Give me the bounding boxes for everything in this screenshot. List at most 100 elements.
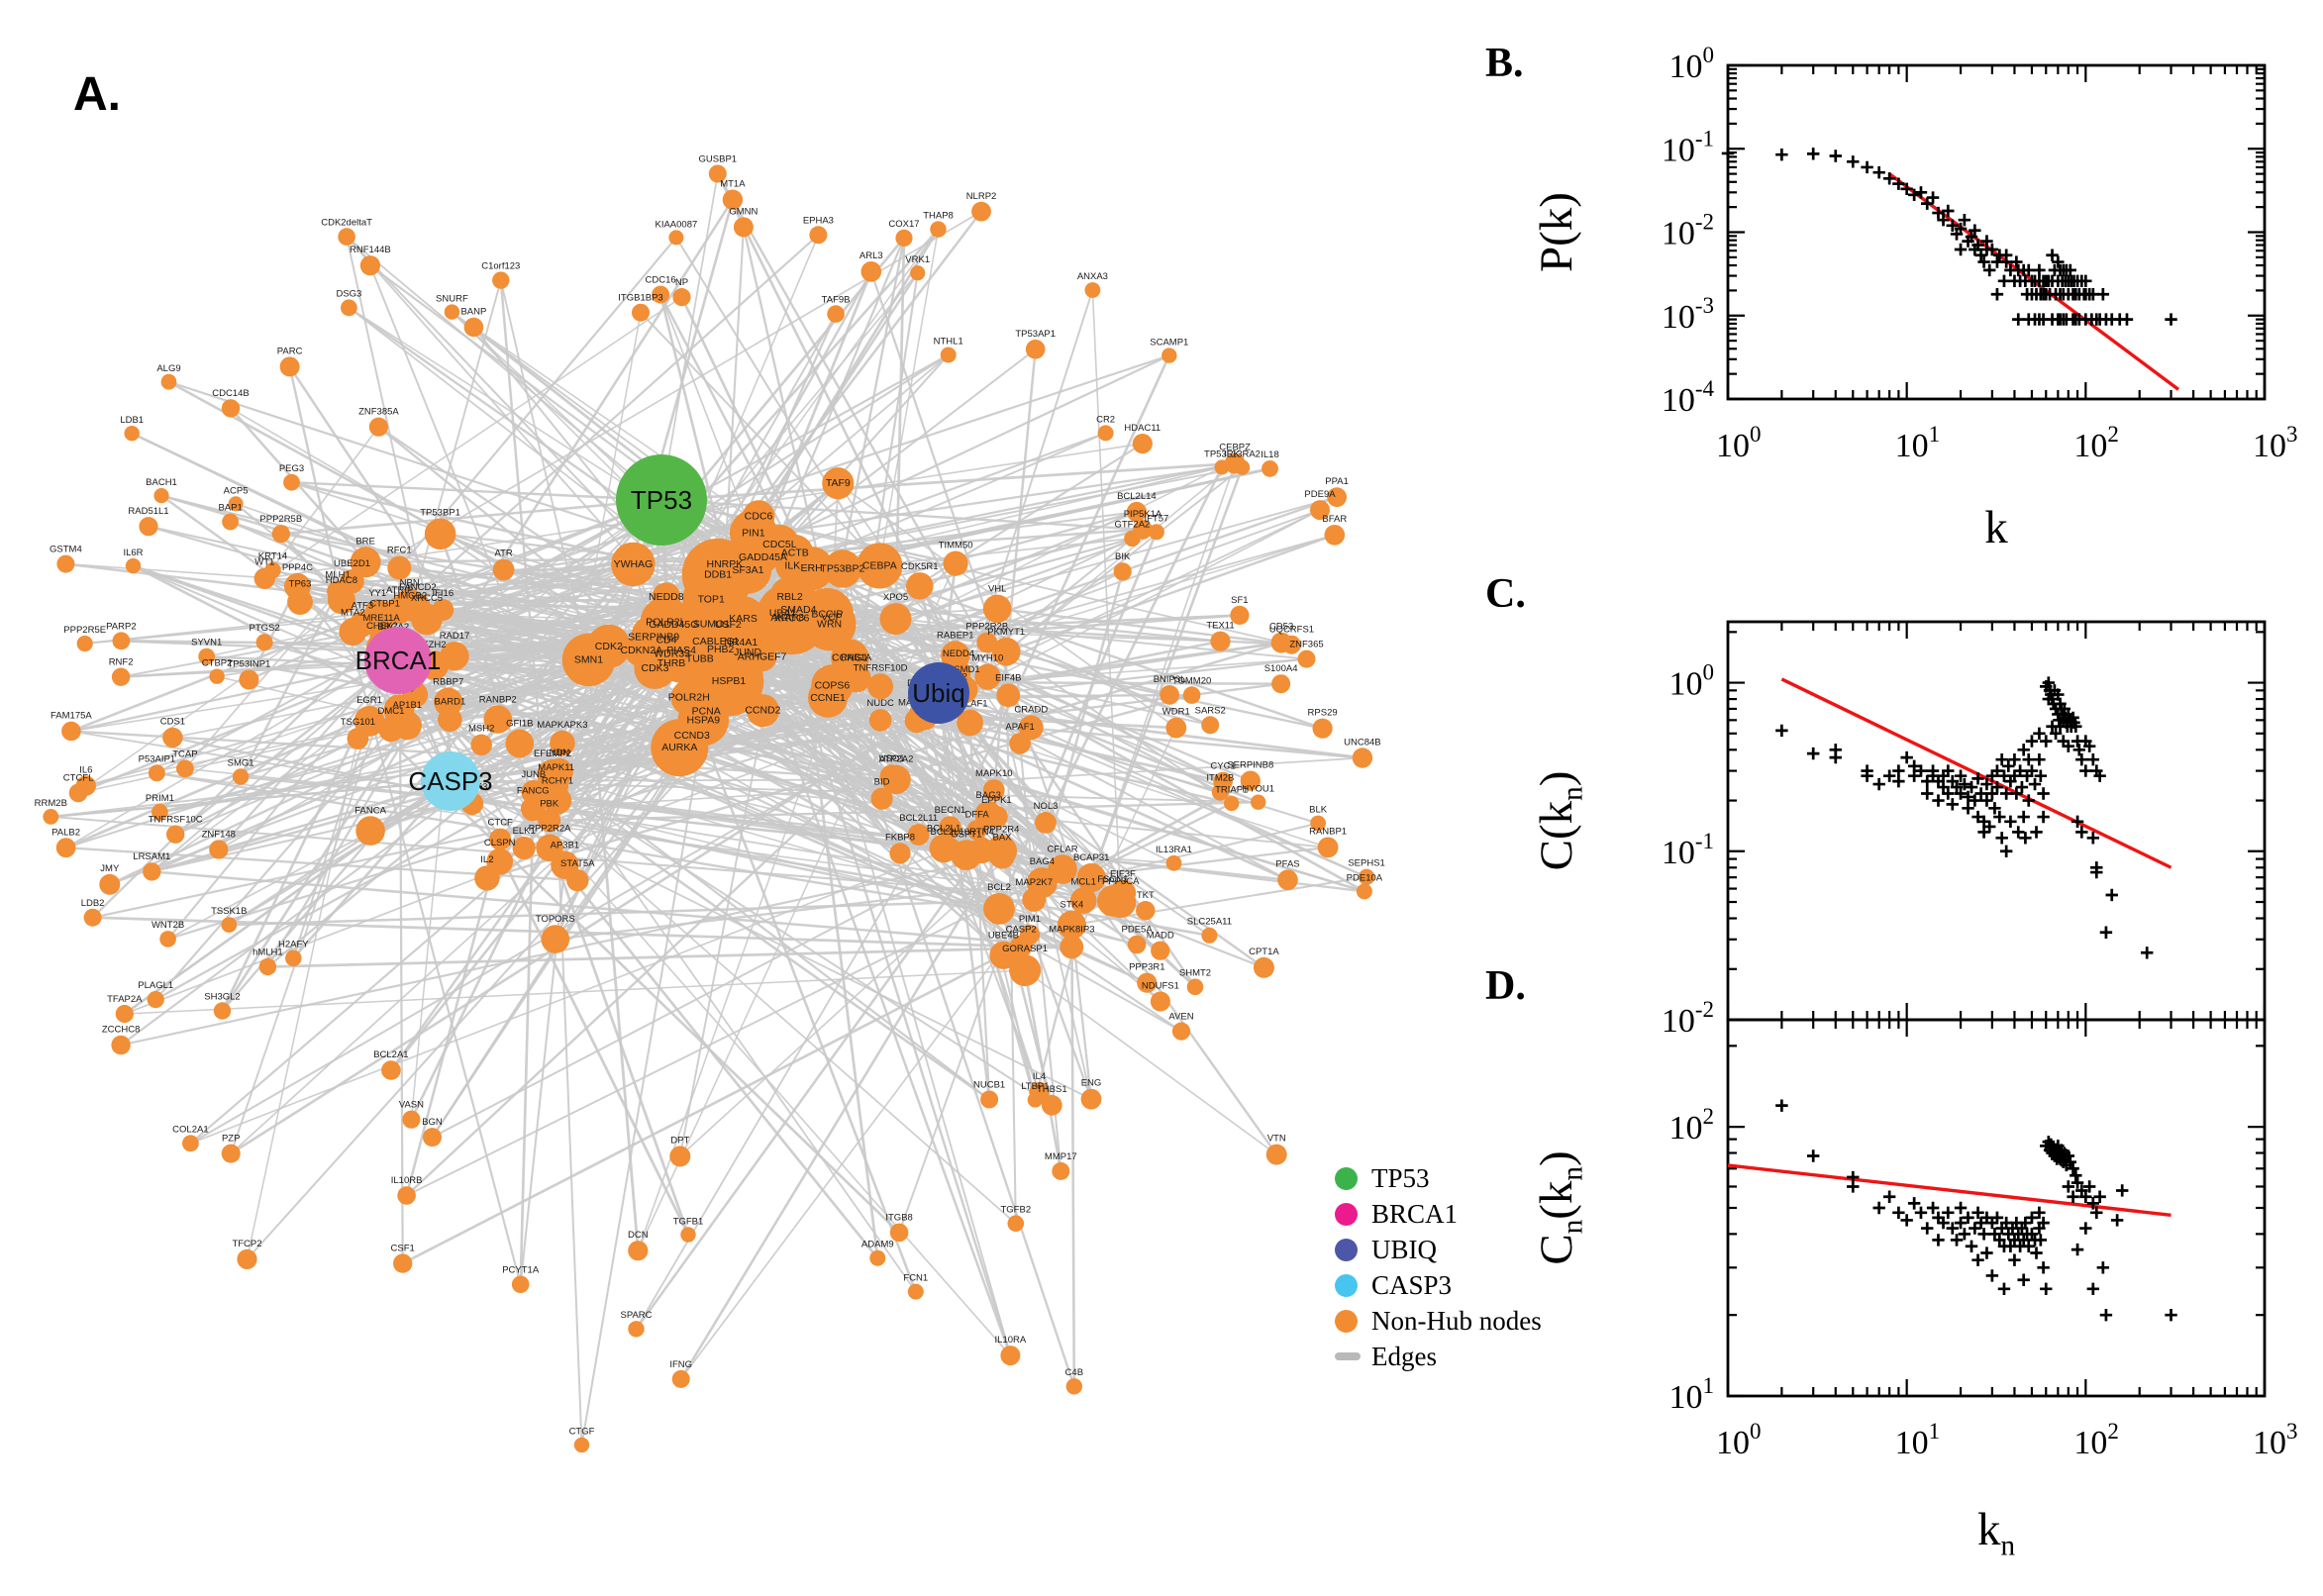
- data-point: [1892, 1206, 1905, 1220]
- network-nodes: [43, 164, 1375, 1453]
- gene-node: [713, 609, 744, 641]
- data-point: [1969, 794, 1981, 807]
- gene-node: [258, 957, 277, 976]
- gene-node-label: SH3GL2: [204, 991, 240, 1002]
- gene-node: [162, 727, 183, 748]
- data-point: [1954, 769, 1968, 782]
- gene-node-label: CTGF: [569, 1427, 595, 1438]
- gene-node-label: CEBPZ: [1219, 443, 1251, 453]
- gene-node: [1069, 887, 1097, 914]
- gene-node-label: PARC: [277, 346, 303, 356]
- network-edge: [549, 819, 1210, 938]
- gene-node: [1065, 1378, 1083, 1395]
- network-edge: [1024, 969, 1277, 1155]
- gene-node: [1310, 815, 1326, 832]
- gene-node-label: DFFA: [964, 809, 989, 820]
- data-point: [1993, 810, 2006, 824]
- network-edge: [246, 613, 829, 1260]
- gene-node-label: MYH10: [972, 653, 1004, 664]
- scatter-points: [1775, 676, 2154, 959]
- data-point: [2096, 1261, 2110, 1274]
- gene-node: [55, 838, 76, 858]
- gene-node-label: CFLAR: [1048, 844, 1078, 854]
- data-point: [1775, 1099, 1788, 1112]
- gene-node-label: PEG3: [279, 463, 304, 474]
- gene-node-label: IL18: [1261, 449, 1279, 460]
- gene-node: [907, 1283, 924, 1300]
- data-point: [2052, 255, 2065, 268]
- gene-node-label: BRE: [355, 536, 375, 547]
- gene-node: [111, 667, 131, 686]
- gene-node-label: CDC5L: [762, 539, 797, 550]
- gene-node: [974, 801, 1002, 829]
- gene-node-label: HNRPK: [707, 558, 744, 570]
- gene-node-label: CDK2: [595, 641, 623, 652]
- data-point: [1962, 1211, 1974, 1225]
- gene-node-label: MTA2: [341, 607, 365, 618]
- data-point: [2037, 1261, 2050, 1274]
- data-point: [2037, 810, 2050, 824]
- hub-node-ubiq: [908, 662, 969, 724]
- gene-node: [237, 1248, 257, 1269]
- data-point: [1962, 802, 1974, 815]
- data-point: [1942, 204, 1955, 218]
- gene-node-label: BACH1: [146, 477, 177, 488]
- gene-node: [505, 729, 535, 758]
- data-point: [1958, 777, 1971, 791]
- network-edge: [1089, 466, 1244, 878]
- data-point: [2067, 1190, 2079, 1203]
- gene-node-label: FANCA: [354, 805, 386, 816]
- gene-node-label: PPA1: [1325, 476, 1349, 487]
- gene-node-label: CDKN2A: [620, 645, 662, 656]
- legend-edge-swatch: [1335, 1352, 1361, 1360]
- gene-node-label: BCAP31: [1073, 852, 1109, 863]
- gene-node: [222, 513, 240, 531]
- tick-label: 10-2: [1662, 997, 1714, 1040]
- gene-node: [1358, 868, 1375, 885]
- data-point: [2037, 1216, 2050, 1230]
- gene-node: [159, 931, 176, 948]
- x-axis-label: kn: [1977, 1504, 2016, 1561]
- network-edge: [660, 173, 719, 501]
- gene-node-label: PSMD1: [948, 664, 980, 675]
- hub-node-label: BRCA1: [355, 646, 442, 675]
- network-edge: [679, 822, 1047, 1157]
- gene-node-label: SMG1: [228, 757, 254, 768]
- gene-node-label: AVEN: [1168, 1012, 1193, 1023]
- gene-node-label: ZNF365: [1289, 640, 1323, 650]
- data-point: [2022, 794, 2035, 807]
- data-point: [2120, 313, 2134, 326]
- gene-node-label: BAG3: [976, 790, 1001, 801]
- data-point: [2062, 1180, 2075, 1193]
- gene-node: [867, 673, 894, 700]
- gene-node: [387, 555, 412, 580]
- gene-node-label: NTHL1: [934, 337, 963, 348]
- x-axis-label: k: [1984, 502, 2008, 553]
- network-edge: [640, 312, 989, 678]
- data-point: [1946, 219, 1959, 233]
- network-edge: [1090, 822, 1319, 879]
- gene-node-label: RAB1A: [841, 652, 872, 663]
- gene-node-label: VCP: [821, 612, 843, 624]
- data-point: [1980, 794, 1993, 807]
- legend-color-dot: [1335, 1273, 1358, 1297]
- network-legend: TP53 BRCA1 UBIQ CASP3 Non-Hub nodes Edges: [1335, 1160, 1542, 1374]
- gene-node-label: CDK3: [641, 662, 668, 674]
- network-edge: [377, 426, 672, 664]
- gene-node-label: BARD1: [435, 697, 466, 708]
- gene-node: [255, 634, 273, 651]
- gene-node-label: CRADD: [1014, 704, 1048, 715]
- gene-node: [746, 694, 780, 728]
- gene-node-label: GSPT1: [951, 829, 981, 840]
- network-edge: [842, 567, 1211, 727]
- gene-node-label: LDB2: [81, 898, 105, 909]
- scatter-points: [1721, 147, 2177, 326]
- panel-b-label: B.: [1485, 41, 1524, 86]
- gene-node: [822, 467, 855, 500]
- gene-node-label: FANCG: [517, 786, 550, 797]
- data-point: [2064, 1155, 2076, 1168]
- gene-node-label: NEDD8: [649, 591, 684, 603]
- gene-node-label: ATF3: [352, 600, 374, 611]
- data-point: [2075, 1184, 2088, 1197]
